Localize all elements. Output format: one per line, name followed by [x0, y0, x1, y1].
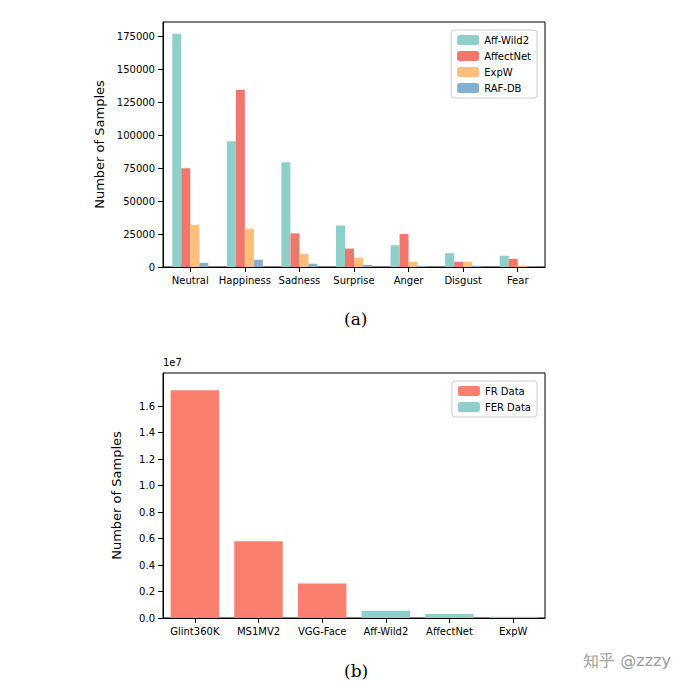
svg-text:AffectNet: AffectNet — [426, 626, 473, 637]
svg-text:0.2: 0.2 — [139, 586, 155, 597]
svg-text:ExpW: ExpW — [484, 67, 513, 78]
svg-text:100000: 100000 — [117, 130, 155, 141]
svg-text:175000: 175000 — [117, 31, 155, 42]
svg-text:0.6: 0.6 — [139, 533, 155, 544]
svg-text:(b): (b) — [344, 661, 368, 681]
svg-text:25000: 25000 — [123, 229, 155, 240]
svg-text:(a): (a) — [344, 309, 367, 329]
svg-text:ExpW: ExpW — [499, 626, 528, 637]
svg-text:Aff-Wild2: Aff-Wild2 — [484, 35, 529, 46]
svg-text:MS1MV2: MS1MV2 — [237, 626, 280, 637]
svg-text:0.4: 0.4 — [139, 560, 155, 571]
svg-text:Fear: Fear — [507, 275, 529, 286]
svg-text:Anger: Anger — [394, 275, 425, 286]
svg-text:50000: 50000 — [123, 196, 155, 207]
svg-text:1e7: 1e7 — [163, 357, 182, 368]
svg-text:150000: 150000 — [117, 64, 155, 75]
svg-text:1.4: 1.4 — [139, 427, 155, 438]
svg-text:125000: 125000 — [117, 97, 155, 108]
svg-text:FER Data: FER Data — [485, 402, 531, 413]
svg-text:Aff-Wild2: Aff-Wild2 — [363, 626, 408, 637]
svg-text:1.6: 1.6 — [139, 401, 155, 412]
svg-text:AffectNet: AffectNet — [484, 51, 531, 62]
svg-text:知乎 @zzzy: 知乎 @zzzy — [583, 651, 671, 670]
svg-text:Neutral: Neutral — [172, 275, 209, 286]
svg-text:FR Data: FR Data — [485, 386, 525, 397]
svg-text:0.8: 0.8 — [139, 507, 155, 518]
svg-text:Disgust: Disgust — [444, 275, 482, 286]
svg-text:Number of Samples: Number of Samples — [109, 431, 124, 560]
svg-text:1.2: 1.2 — [139, 454, 155, 465]
svg-text:VGG-Face: VGG-Face — [298, 626, 347, 637]
svg-text:Glint360K: Glint360K — [170, 626, 220, 637]
svg-text:Surprise: Surprise — [333, 275, 374, 286]
svg-text:Happiness: Happiness — [219, 275, 271, 286]
svg-text:1.0: 1.0 — [139, 480, 155, 491]
svg-text:75000: 75000 — [123, 163, 155, 174]
svg-text:0: 0 — [149, 262, 155, 273]
svg-text:RAF-DB: RAF-DB — [484, 83, 521, 94]
svg-text:Sadness: Sadness — [279, 275, 321, 286]
svg-text:0.0: 0.0 — [139, 613, 155, 624]
svg-text:Number of Samples: Number of Samples — [92, 80, 107, 209]
